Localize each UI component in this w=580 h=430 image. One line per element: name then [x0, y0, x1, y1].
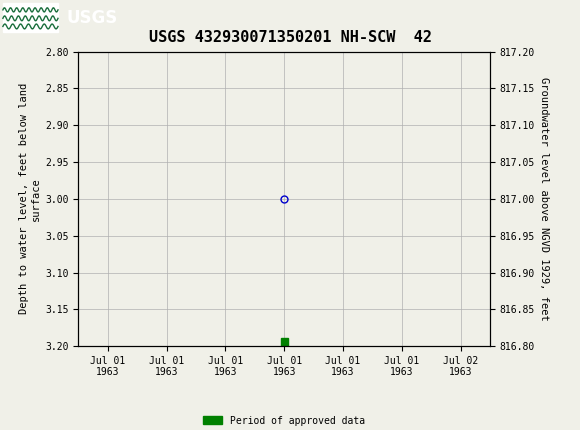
Text: USGS: USGS — [67, 9, 118, 27]
Text: USGS 432930071350201 NH-SCW  42: USGS 432930071350201 NH-SCW 42 — [148, 30, 432, 45]
Y-axis label: Groundwater level above NGVD 1929, feet: Groundwater level above NGVD 1929, feet — [539, 77, 549, 321]
Y-axis label: Depth to water level, feet below land
surface: Depth to water level, feet below land su… — [19, 83, 41, 314]
Bar — [281, 338, 288, 349]
Bar — [3, 3, 58, 32]
Legend: Period of approved data: Period of approved data — [199, 412, 369, 430]
